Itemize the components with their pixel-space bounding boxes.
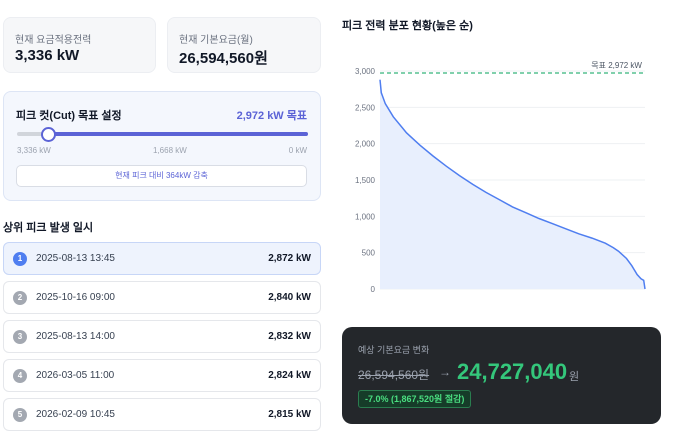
rank-badge: 5 [13, 408, 27, 422]
peak-cut-slider-track[interactable] [17, 132, 308, 136]
cost-change-label: 예상 기본요금 변화 [358, 345, 430, 355]
peak-value: 2,872 kW [268, 253, 311, 264]
target-line-label: 목표 2,972 kW [591, 61, 642, 70]
rank-badge: 3 [13, 330, 27, 344]
peak-datetime: 2026-03-05 11:00 [36, 370, 115, 381]
new-fee-unit: 원 [569, 371, 580, 383]
y-tick-label: 3,000 [355, 67, 376, 76]
old-fee: 26,594,560원 [358, 368, 430, 382]
y-tick-label: 500 [362, 249, 376, 258]
reduction-info-button[interactable]: 현재 피크 대비 364kW 감축 [16, 165, 307, 187]
current-power-value: 3,336 kW [15, 47, 80, 64]
series-line [379, 79, 646, 290]
peak-row[interactable]: 4 2026-03-05 11:00 2,824 kW [3, 359, 321, 392]
peak-datetime: 2025-08-13 14:00 [36, 331, 115, 342]
y-tick-label: 0 [371, 285, 376, 294]
slider-tick-max: 3,336 kW [17, 146, 51, 155]
current-power-label: 현재 요금적용전력 [15, 35, 92, 46]
rank-badge: 4 [13, 369, 27, 383]
peak-datetime: 2025-10-16 09:00 [36, 292, 115, 303]
series-area [380, 79, 645, 289]
peak-cut-title: 피크 컷(Cut) 목표 설정 [16, 110, 122, 122]
arrow-right-icon: → [439, 365, 451, 379]
rank-badge: 1 [13, 252, 27, 266]
peak-row[interactable]: 5 2026-02-09 10:45 2,815 kW [3, 398, 321, 431]
peak-value: 2,840 kW [268, 292, 311, 303]
top-peaks-title: 상위 피크 발생 일시 [3, 222, 94, 234]
new-fee: 24,727,040 [457, 359, 568, 384]
peak-value: 2,824 kW [268, 370, 311, 381]
peak-value: 2,832 kW [268, 331, 311, 342]
y-tick-label: 1,500 [355, 176, 376, 185]
peak-datetime: 2025-08-13 13:45 [36, 253, 115, 264]
slider-tick-mid: 1,668 kW [153, 146, 187, 155]
peak-cut-slider-fill [48, 132, 308, 136]
slider-tick-min: 0 kW [288, 146, 307, 155]
base-fee-card: 현재 기본요금(월) 26,594,560원 [167, 17, 321, 73]
peak-datetime: 2026-02-09 10:45 [36, 409, 115, 420]
peak-row[interactable]: 2 2025-10-16 09:00 2,840 kW [3, 281, 321, 314]
peak-cut-panel: 피크 컷(Cut) 목표 설정 2,972 kW 목표 3,336 kW 1,6… [3, 91, 321, 201]
cost-change-card: 예상 기본요금 변화 26,594,560원 → 24,727,040 원 -7… [342, 327, 661, 424]
base-fee-label: 현재 기본요금(월) [179, 35, 253, 46]
peak-row[interactable]: 1 2025-08-13 13:45 2,872 kW [3, 242, 321, 275]
base-fee-value: 26,594,560원 [179, 50, 268, 67]
rank-badge: 2 [13, 291, 27, 305]
y-tick-label: 2,500 [355, 103, 376, 112]
y-tick-label: 2,000 [355, 140, 376, 149]
current-power-card: 현재 요금적용전력 3,336 kW [3, 17, 156, 73]
chart-title: 피크 전력 분포 현황(높은 순) [342, 20, 473, 32]
savings-badge: -7.0% (1,867,520원 절감) [358, 390, 472, 408]
y-tick-label: 1,000 [355, 212, 376, 221]
peak-row[interactable]: 3 2025-08-13 14:00 2,832 kW [3, 320, 321, 353]
peak-cut-target-label: 2,972 kW 목표 [236, 110, 307, 122]
peak-distribution-chart: 3,000 2,500 2,000 1,500 1,000 500 0 목표 2,972 kW [355, 61, 646, 294]
peak-cut-slider-thumb[interactable] [40, 127, 56, 142]
peak-value: 2,815 kW [268, 409, 311, 420]
